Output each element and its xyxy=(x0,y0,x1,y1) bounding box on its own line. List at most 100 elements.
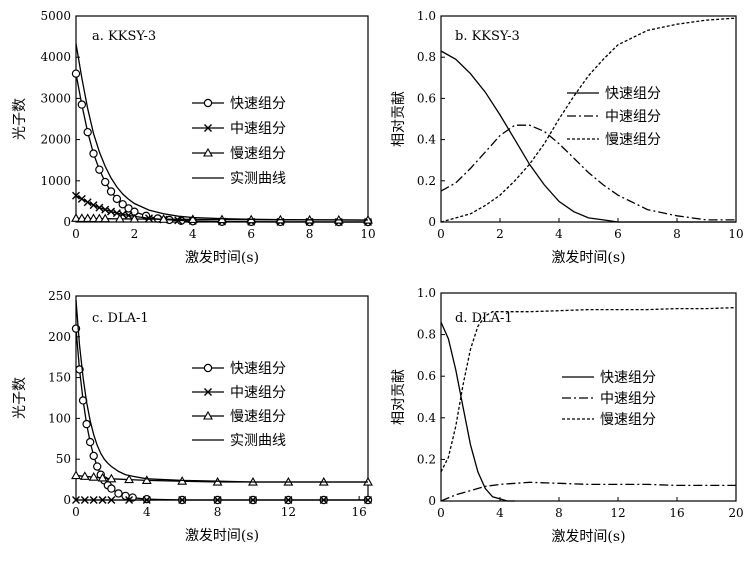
data-point xyxy=(106,187,116,196)
legend-label: 实测曲线 xyxy=(230,433,286,449)
legend-label: 中速组分 xyxy=(605,109,661,125)
x-tick-label: 4 xyxy=(189,227,197,241)
x-tick-label: 20 xyxy=(728,506,743,520)
series-line xyxy=(440,481,736,502)
data-point xyxy=(187,214,198,223)
data-point xyxy=(83,127,92,137)
y-tick-label: 0 xyxy=(63,493,71,507)
data-point xyxy=(100,177,110,187)
x-tick-label: 6 xyxy=(247,227,255,241)
data-point xyxy=(89,149,98,158)
data-point xyxy=(72,191,80,200)
data-point xyxy=(124,474,135,484)
data-point xyxy=(248,496,257,504)
series-1 xyxy=(440,321,515,502)
x-axis-label: 激发时间(s) xyxy=(185,249,259,266)
y-tick-label: 2000 xyxy=(40,133,71,147)
series-line xyxy=(440,50,736,223)
y-tick-label: 0.4 xyxy=(417,411,436,425)
series-line xyxy=(75,43,369,221)
series-2 xyxy=(72,496,372,504)
panel-title: a. KKSY-3 xyxy=(92,29,156,44)
data-point xyxy=(213,496,222,504)
x-tick-label: 6 xyxy=(614,227,622,241)
data-point xyxy=(129,213,140,223)
y-tick-label: 0.2 xyxy=(417,452,436,466)
y-tick-label: 1.0 xyxy=(417,9,436,23)
legend-marker xyxy=(204,124,212,132)
x-tick-label: 0 xyxy=(72,227,80,241)
data-point xyxy=(95,165,104,174)
series-3 xyxy=(440,306,737,473)
data-point xyxy=(82,419,91,429)
x-tick-label: 2 xyxy=(131,227,139,241)
x-tick-label: 10 xyxy=(728,227,743,241)
y-tick-label: 200 xyxy=(48,330,71,344)
series-1 xyxy=(71,324,373,505)
y-tick-label: 1000 xyxy=(40,174,71,188)
y-tick-label: 3000 xyxy=(40,91,71,105)
series-line xyxy=(440,17,737,223)
y-tick-label: 0 xyxy=(63,215,71,229)
series-line xyxy=(75,328,368,501)
legend-label: 慢速组分 xyxy=(605,131,661,148)
data-point xyxy=(107,484,116,493)
data-point xyxy=(83,198,92,207)
y-tick-label: 250 xyxy=(48,289,71,303)
data-point xyxy=(97,472,108,482)
data-point xyxy=(82,213,93,223)
data-point xyxy=(319,496,328,504)
panel-a: 0 2 4 6 8 10 0 1000 2000 3000 4000 5000 激发时间(s) 光子数 a.… xyxy=(12,9,376,266)
y-axis-label: 相对贡献 xyxy=(391,369,407,425)
y-axis-label: 光子数 xyxy=(12,377,28,419)
x-tick-label: 12 xyxy=(281,505,296,519)
legend-label: 中速组分 xyxy=(600,391,656,407)
series-line xyxy=(440,124,736,221)
data-point xyxy=(101,205,110,214)
legend-label: 快速组分 xyxy=(600,370,656,386)
data-point xyxy=(77,100,87,109)
data-point xyxy=(158,214,169,223)
data-point xyxy=(76,213,87,222)
legend-label: 快速组分 xyxy=(230,96,286,112)
series-line xyxy=(440,321,515,502)
x-tick-label: 4 xyxy=(555,227,563,241)
y-tick-label: 150 xyxy=(48,371,71,385)
x-tick-label: 0 xyxy=(72,505,80,519)
data-point xyxy=(72,496,80,504)
plot-frame xyxy=(440,292,737,502)
data-point xyxy=(93,462,102,471)
x-tick-label: 0 xyxy=(437,506,445,520)
y-tick-label: 0 xyxy=(428,494,436,508)
legend-label: 中速组分 xyxy=(230,385,286,401)
data-point xyxy=(145,214,153,223)
data-point xyxy=(94,213,105,223)
legend-label: 快速组分 xyxy=(230,361,286,377)
legend-label: 实测曲线 xyxy=(230,171,286,187)
plot-frame xyxy=(75,295,369,501)
data-point xyxy=(114,213,125,223)
legend-marker xyxy=(203,147,213,157)
y-tick-label: 1.0 xyxy=(417,286,436,300)
panel-b: 0 2 4 6 8 10 0 0.2 0.4 0.6 0.8 1.0 激发时间(s) 相对贡献 b. KKS… xyxy=(391,9,744,266)
x-tick-label: 2 xyxy=(496,227,504,241)
x-axis-label: 激发时间(s) xyxy=(551,528,625,545)
data-point xyxy=(98,496,107,504)
x-tick-label: 16 xyxy=(352,505,367,519)
x-tick-label: 4 xyxy=(496,506,504,520)
x-tick-label: 4 xyxy=(143,505,151,519)
series-line xyxy=(440,306,737,473)
x-tick-label: 8 xyxy=(555,506,563,520)
legend-marker xyxy=(204,388,212,396)
data-point xyxy=(89,201,98,210)
legend-marker xyxy=(203,98,213,108)
y-tick-label: 50 xyxy=(56,452,71,466)
x-tick-label: 10 xyxy=(360,227,375,241)
data-point xyxy=(88,213,99,223)
data-point xyxy=(174,216,183,225)
data-point xyxy=(125,496,134,504)
y-tick-label: 4000 xyxy=(40,50,71,64)
x-tick-label: 8 xyxy=(214,505,222,519)
data-point xyxy=(88,472,99,481)
